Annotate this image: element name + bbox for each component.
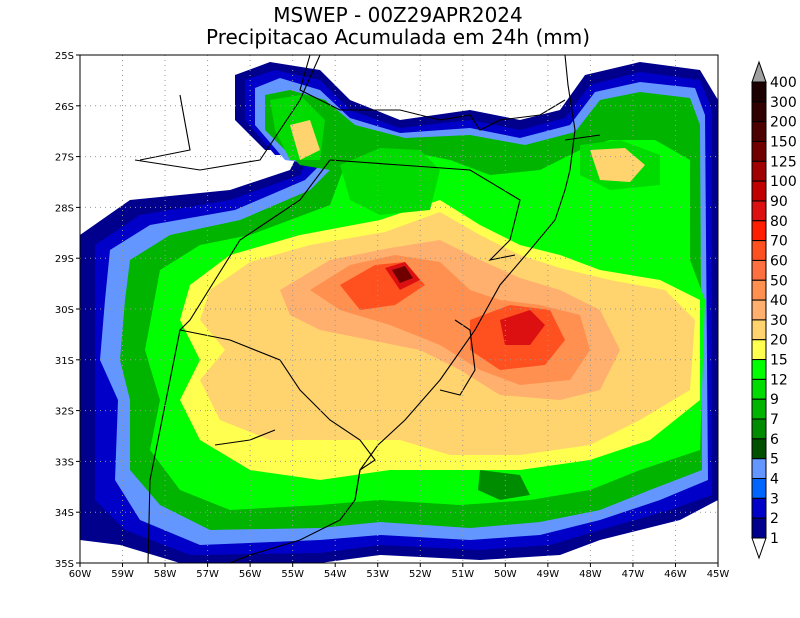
colorbar-swatch bbox=[751, 180, 767, 202]
colorbar-swatch bbox=[751, 101, 767, 123]
lon-tick-label: 50W bbox=[494, 569, 517, 580]
precip-rs-north-yellow bbox=[290, 120, 645, 182]
colorbar-label: 50 bbox=[770, 273, 788, 289]
lat-tick-label: 28S bbox=[55, 203, 74, 214]
colorbar-swatch bbox=[751, 438, 767, 460]
colorbar-label: 15 bbox=[770, 353, 788, 369]
colorbar-swatch bbox=[751, 259, 767, 281]
lat-tick-label: 29S bbox=[55, 254, 74, 265]
lon-tick-label: 58W bbox=[154, 569, 177, 580]
colorbar-swatch bbox=[751, 160, 767, 182]
colorbar-swatch bbox=[751, 240, 767, 261]
lon-tick-label: 48W bbox=[579, 569, 602, 580]
colorbar: 4003002001501251009080706050403020151297… bbox=[751, 60, 797, 560]
colorbar-swatch bbox=[751, 121, 767, 142]
map-title: MSWEP - 00Z29APR2024 bbox=[273, 3, 523, 27]
lon-tick-label: 53W bbox=[366, 569, 389, 580]
lon-tick-label: 49W bbox=[537, 569, 560, 580]
lon-tick-label: 55W bbox=[281, 569, 304, 580]
colorbar-swatch bbox=[751, 497, 767, 519]
colorbar-label: 70 bbox=[770, 234, 788, 250]
colorbar-swatch bbox=[751, 478, 767, 499]
axis-ticks: 60W 59W 58W 57W 56W 55W 54W 53W 52W 51W 50W 49W 48W 4… bbox=[55, 51, 729, 580]
colorbar-swatch bbox=[751, 339, 767, 361]
colorbar-swatch bbox=[751, 299, 767, 321]
colorbar-swatch bbox=[751, 140, 767, 162]
colorbar-swatch bbox=[751, 517, 767, 539]
colorbar-label: 3 bbox=[770, 491, 779, 507]
colorbar-label: 125 bbox=[770, 154, 797, 170]
colorbar-label: 90 bbox=[770, 194, 788, 210]
lat-tick-label: 27S bbox=[55, 153, 74, 164]
lat-tick-label: 26S bbox=[55, 102, 74, 113]
colorbar-label: 7 bbox=[770, 412, 779, 428]
lon-tick-label: 51W bbox=[451, 569, 474, 580]
lon-tick-label: 45W bbox=[707, 569, 730, 580]
colorbar-label: 400 bbox=[770, 75, 797, 91]
precip-south-dark bbox=[478, 470, 530, 500]
colorbar-label: 200 bbox=[770, 115, 797, 131]
colorbar-swatch bbox=[751, 220, 767, 242]
lat-tick-label: 35S bbox=[55, 559, 74, 570]
colorbar-swatch bbox=[751, 398, 767, 420]
colorbar-over-triangle bbox=[751, 60, 767, 83]
lon-tick-label: 60W bbox=[69, 569, 92, 580]
lat-tick-label: 31S bbox=[55, 356, 74, 367]
lat-tick-label: 32S bbox=[55, 407, 74, 418]
colorbar-label: 4 bbox=[770, 472, 779, 488]
colorbar-label: 9 bbox=[770, 392, 779, 408]
colorbar-swatch bbox=[751, 378, 767, 400]
colorbar-label: 30 bbox=[770, 313, 788, 329]
precip-80-100mm bbox=[385, 262, 545, 345]
lat-tick-label: 34S bbox=[55, 508, 74, 519]
map-subtitle: Precipitacao Acumulada em 24h (mm) bbox=[205, 25, 591, 49]
lon-tick-label: 46W bbox=[664, 569, 687, 580]
colorbar-label: 100 bbox=[770, 174, 797, 190]
lat-tick-label: 30S bbox=[55, 305, 74, 316]
lat-tick-label: 33S bbox=[55, 457, 74, 468]
colorbar-label: 40 bbox=[770, 293, 788, 309]
colorbar-swatch bbox=[751, 418, 767, 440]
colorbar-label: 6 bbox=[770, 432, 779, 448]
colorbar-label: 2 bbox=[770, 511, 779, 527]
lon-tick-label: 47W bbox=[622, 569, 645, 580]
colorbar-swatch bbox=[751, 458, 767, 480]
colorbar-label: 60 bbox=[770, 253, 788, 269]
precip-rs-north-green bbox=[270, 95, 660, 215]
colorbar-swatch bbox=[751, 279, 767, 301]
colorbar-label: 5 bbox=[770, 452, 779, 468]
colorbar-swatch bbox=[751, 319, 767, 341]
colorbar-label: 80 bbox=[770, 214, 788, 230]
colorbar-under-triangle bbox=[751, 537, 767, 560]
lon-tick-label: 52W bbox=[409, 569, 432, 580]
colorbar-swatch bbox=[751, 200, 767, 222]
precip-100-150mm bbox=[392, 266, 413, 283]
lon-tick-label: 54W bbox=[324, 569, 347, 580]
colorbar-label: 1 bbox=[770, 531, 779, 547]
colorbar-label: 300 bbox=[770, 95, 797, 111]
colorbar-label: 150 bbox=[770, 134, 797, 150]
colorbar-swatch bbox=[751, 359, 767, 380]
colorbar-label: 20 bbox=[770, 333, 788, 349]
lon-tick-label: 57W bbox=[196, 569, 219, 580]
precip-field bbox=[80, 62, 718, 563]
colorbar-swatch bbox=[751, 81, 767, 103]
lat-tick-label: 25S bbox=[55, 51, 74, 62]
colorbar-label: 12 bbox=[770, 372, 788, 388]
coastline bbox=[229, 55, 576, 563]
lon-tick-label: 56W bbox=[239, 569, 262, 580]
lon-tick-label: 59W bbox=[111, 569, 134, 580]
